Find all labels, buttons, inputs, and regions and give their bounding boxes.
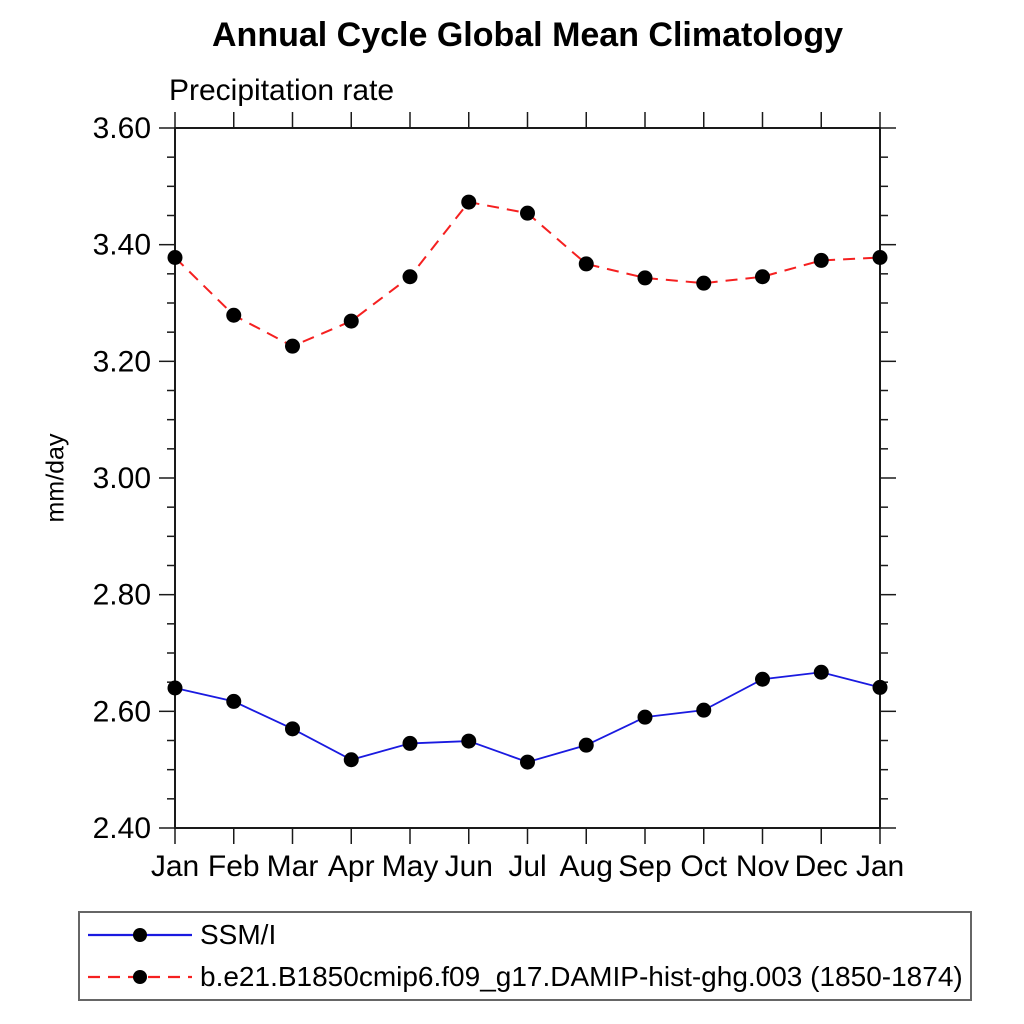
- data-point-marker-1: [520, 205, 535, 221]
- data-point-marker-0: [343, 752, 359, 768]
- data-point-marker-1: [872, 250, 888, 265]
- y-tick-label: 3.40: [93, 229, 151, 262]
- y-tick-label: 2.40: [93, 812, 151, 845]
- x-tick-label: Jan: [151, 850, 199, 883]
- data-point-marker-1: [755, 269, 770, 285]
- data-point-marker-1: [578, 256, 594, 272]
- x-tick-label: Mar: [267, 850, 319, 883]
- chart-title: Annual Cycle Global Mean Climatology: [212, 16, 843, 54]
- data-point-marker-0: [167, 680, 183, 696]
- data-point-marker-0: [402, 735, 418, 751]
- data-point-marker-0: [461, 733, 477, 749]
- data-point-marker-1: [402, 269, 418, 285]
- data-point-marker-0: [578, 737, 594, 753]
- legend-label-ssmi: SSM/I: [200, 919, 277, 950]
- data-point-marker-1: [637, 270, 653, 286]
- data-point-marker-1: [461, 194, 477, 210]
- data-point-marker-0: [872, 679, 888, 695]
- data-point-marker-1: [285, 338, 300, 354]
- data-point-marker-0: [696, 702, 712, 718]
- x-tick-label: Nov: [736, 850, 789, 883]
- x-tick-label: Feb: [208, 850, 260, 883]
- legend-label-model: b.e21.B1850cmip6.f09_g17.DAMIP-hist-ghg.…: [200, 961, 963, 992]
- y-tick-label: 3.60: [93, 112, 151, 145]
- chart-subtitle: Precipitation rate: [169, 74, 395, 107]
- y-tick-label: 2.60: [93, 695, 151, 728]
- data-point-marker-0: [755, 671, 770, 687]
- data-point-marker-1: [813, 252, 829, 268]
- y-tick-label: 3.20: [93, 345, 151, 378]
- legend-item-model: b.e21.B1850cmip6.f09_g17.DAMIP-hist-ghg.…: [86, 956, 970, 998]
- legend-line-sample-model: [88, 970, 192, 984]
- x-tick-label: Sep: [618, 850, 671, 883]
- data-point-marker-0: [637, 709, 653, 725]
- data-point-marker-1: [696, 275, 712, 291]
- y-tick-label: 2.80: [93, 579, 151, 612]
- data-point-marker-0: [813, 664, 829, 680]
- legend-sample-marker: [133, 970, 147, 984]
- x-tick-label: May: [382, 850, 439, 883]
- legend-item-ssmi: SSM/I: [86, 914, 970, 956]
- legend-box: SSM/I b.e21.B1850cmip6.f09_g17.DAMIP-his…: [78, 911, 972, 1001]
- x-tick-label: Aug: [560, 850, 613, 883]
- data-point-marker-1: [226, 307, 242, 323]
- legend-sample-marker: [133, 928, 147, 942]
- data-point-marker-0: [520, 754, 535, 770]
- y-tick-label: 3.00: [93, 462, 151, 495]
- data-point-marker-0: [226, 693, 242, 709]
- data-point-marker-1: [343, 313, 359, 329]
- x-tick-label: Jun: [445, 850, 493, 883]
- x-tick-label: Jan: [856, 850, 904, 883]
- series-line-1: [174, 200, 881, 348]
- x-tick-label: Jul: [508, 850, 546, 883]
- data-point-marker-1: [167, 250, 183, 265]
- legend-line-sample-ssmi: [88, 928, 192, 942]
- x-tick-label: Oct: [680, 850, 727, 883]
- x-tick-label: Apr: [328, 850, 375, 883]
- series-line-0: [174, 671, 881, 764]
- data-point-marker-0: [285, 721, 300, 737]
- x-tick-label: Dec: [795, 850, 848, 883]
